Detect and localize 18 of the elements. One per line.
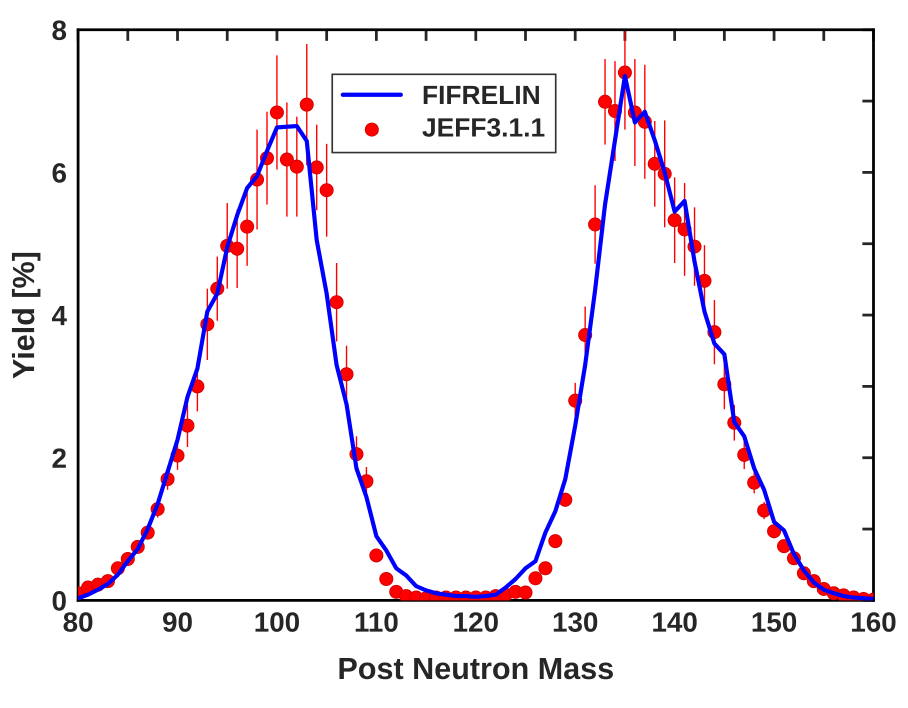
x-tick-label: 110 xyxy=(356,612,398,632)
x-tick-label: 80 xyxy=(64,612,92,632)
x-tick-label: 130 xyxy=(554,612,598,632)
y-tick-label: 4 xyxy=(52,306,67,326)
y-tick-label: 0 xyxy=(52,591,66,611)
legend-label: JEFF3.1.1 xyxy=(422,118,544,137)
x-tick-label: 150 xyxy=(752,612,796,632)
x-tick-label: 120 xyxy=(454,612,498,632)
y-tick-label: 8 xyxy=(52,20,66,40)
x-tick-label: 140 xyxy=(653,612,697,632)
y-axis-title: Yield [%] xyxy=(12,252,40,378)
x-axis-title: Post Neutron Mass xyxy=(339,658,613,680)
x-tick-label: 90 xyxy=(163,612,192,632)
x-tick-label: 160 xyxy=(852,612,896,632)
y-tick-label: 6 xyxy=(52,163,66,183)
legend-label: FIFRELIN xyxy=(424,86,539,104)
x-tick-label: 100 xyxy=(256,612,299,632)
y-tick-label: 2 xyxy=(52,448,66,468)
